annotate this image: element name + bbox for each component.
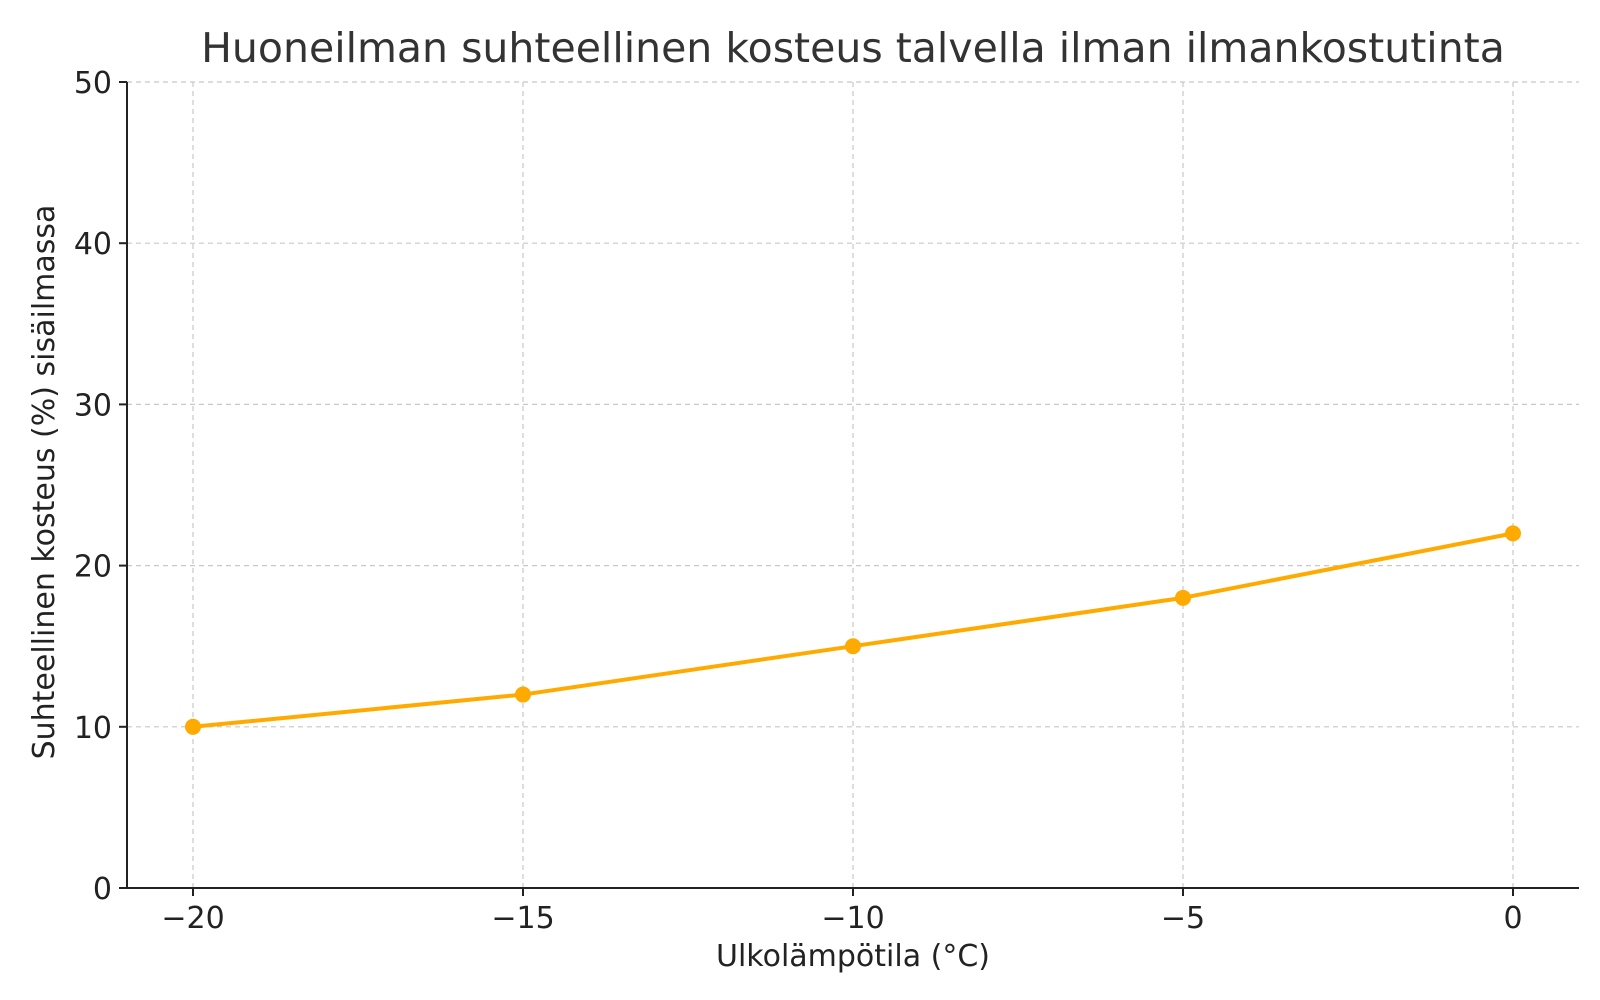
series (185, 525, 1521, 735)
y-tick-label: 40 (74, 227, 112, 262)
chart-title: Huoneilman suhteellinen kosteus talvella… (201, 24, 1505, 72)
x-tick-label: 0 (1503, 901, 1522, 936)
x-tick-label: −10 (821, 901, 884, 936)
x-tick-label: −5 (1161, 901, 1205, 936)
y-tick-label: 30 (74, 388, 112, 423)
x-axis-label: Ulkolämpötila (°C) (716, 939, 990, 974)
grid (127, 81, 1579, 888)
data-point (845, 638, 861, 655)
y-tick-label: 0 (93, 872, 112, 907)
data-point (515, 686, 531, 703)
ticks: −20 −15 −10 −5 0 0 10 20 30 40 50 (74, 66, 1523, 936)
y-axis-label: Suhteellinen kosteus (%) sisäilmassa (27, 205, 62, 760)
y-tick-label: 50 (74, 66, 112, 101)
data-point (185, 718, 201, 735)
y-tick-label: 10 (74, 711, 112, 746)
y-tick-label: 20 (74, 550, 112, 585)
x-tick-label: −20 (161, 901, 224, 936)
data-point (1175, 589, 1191, 606)
x-tick-label: −15 (491, 901, 554, 936)
data-point (1505, 525, 1521, 542)
